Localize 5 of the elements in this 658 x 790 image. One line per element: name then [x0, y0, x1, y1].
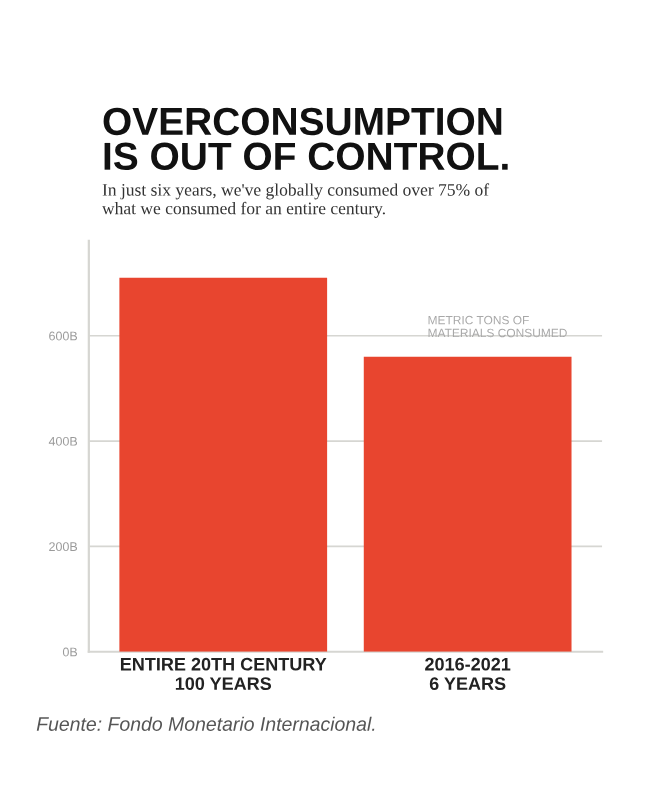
source-note: Fuente: Fondo Monetario Internacional. [36, 716, 375, 731]
chart-title: OVERCONSUMPTION IS OUT OF CONTROL. [103, 107, 508, 171]
chart-subtitle: In just six years, we've globally consumed over 75% of what we consumed for an entire century. [102, 183, 490, 218]
x-tick-label: ENTIRE 20TH CENTURY 100 YEARS [120, 657, 327, 691]
x-tick-label: 2016-2021 6 YEARS [425, 657, 511, 691]
